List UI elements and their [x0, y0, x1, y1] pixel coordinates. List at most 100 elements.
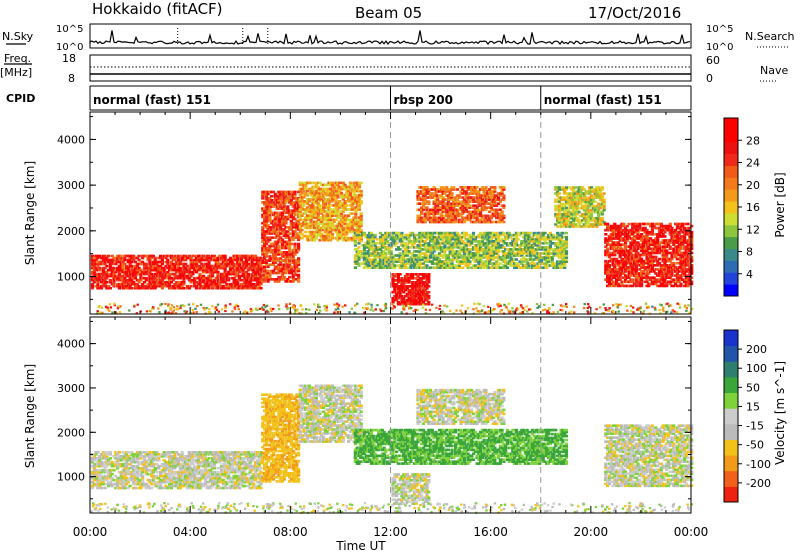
heatmap-cell [297, 274, 300, 277]
heatmap-cell [411, 273, 414, 276]
heatmap-cell [360, 190, 363, 193]
heatmap-cell [224, 255, 227, 258]
heatmap-cell [606, 248, 609, 251]
heatmap-cell [267, 270, 270, 273]
heatmap-cell [594, 201, 597, 204]
heatmap-cell [501, 211, 504, 214]
heatmap-cell [145, 263, 148, 266]
heatmap-cell [227, 277, 230, 280]
heatmap-cell [360, 212, 363, 215]
heatmap-cell [360, 229, 363, 232]
heatmap-cell [606, 223, 609, 226]
heatmap-cell [406, 266, 409, 269]
heatmap-cell [233, 263, 236, 266]
heatmap-cell [359, 240, 362, 243]
heatmap-cell [456, 188, 459, 191]
heatmap-cell [440, 232, 443, 235]
heatmap-cell [301, 229, 304, 232]
nave-label: Nave [760, 64, 788, 77]
heatmap-cell [468, 260, 471, 263]
heatmap-cell [565, 232, 568, 235]
heatmap-cell [529, 232, 532, 235]
heatmap-cell [288, 276, 291, 279]
heatmap-cell [154, 257, 157, 260]
heatmap-cell [345, 204, 348, 207]
heatmap-cell [556, 225, 559, 228]
heatmap-cell [604, 233, 607, 236]
heatmap-cell [270, 195, 273, 198]
cpid-segment-label: normal (fast) 151 [544, 93, 662, 107]
heatmap-cell [360, 200, 363, 203]
heatmap-cell [360, 182, 363, 185]
heatmap-cell [259, 287, 262, 290]
heatmap-cell [293, 191, 296, 194]
beam-title: Beam 05 [355, 4, 422, 22]
nsky-strip: N.Sky 10^5 10^0 10^5 10^0 N.Search [2, 24, 795, 53]
heatmap-cell [98, 267, 101, 270]
heatmap-cell [247, 273, 250, 276]
heatmap-cell [502, 186, 505, 189]
heatmap-cell [179, 267, 182, 270]
freq-unit-label: [MHz] [0, 66, 32, 79]
date-title: 17/Oct/2016 [588, 4, 681, 22]
station-title: Hokkaido (fitACF) [92, 0, 223, 18]
heatmap-cell [384, 252, 387, 255]
heatmap-cell [461, 266, 464, 269]
heatmap-cell [476, 186, 479, 189]
heatmap-cell [499, 262, 502, 265]
heatmap-cell [502, 232, 505, 235]
heatmap-cell [603, 199, 606, 202]
heatmap-cell [393, 264, 396, 267]
heatmap-cell [399, 252, 402, 255]
heatmap-cell [429, 266, 432, 269]
heatmap-cell [395, 242, 398, 245]
freq-strip: Freq. [MHz] 18 8 60 0 Nave [0, 52, 788, 85]
heatmap-cell [354, 266, 357, 269]
heatmap-cell [286, 205, 289, 208]
heatmap-cell [288, 232, 291, 235]
heatmap-cell [492, 221, 495, 224]
heatmap-cell [109, 279, 112, 282]
heatmap-cell [399, 273, 402, 276]
heatmap-cell [357, 262, 360, 265]
heatmap-cell [120, 255, 123, 258]
heatmap-cell [533, 262, 536, 265]
nsky-left-top-tick: 10^5 [56, 24, 83, 35]
nsearch-label: N.Search [745, 30, 795, 43]
cpid-segment-label: rbsp 200 [394, 93, 453, 107]
heatmap-cell [425, 206, 428, 209]
freq-bottom-tick: 8 [68, 72, 75, 85]
heatmap-cell [515, 258, 518, 261]
heatmap-cell [363, 232, 366, 235]
heatmap-cell [565, 186, 568, 189]
heatmap-cell [427, 291, 430, 294]
heatmap-cell [577, 211, 580, 214]
heatmap-cell [433, 254, 436, 257]
heatmap-cell [406, 273, 409, 276]
heatmap-cell [565, 250, 568, 253]
heatmap-cell [558, 192, 561, 195]
heatmap-cell [130, 265, 133, 268]
heatmap-cell [502, 204, 505, 207]
heatmap-cell [517, 238, 520, 241]
heatmap-cell [574, 186, 577, 189]
heatmap-cell [109, 287, 112, 290]
heatmap-cell [427, 273, 430, 276]
heatmap-cell [545, 242, 548, 245]
heatmap-cell [443, 198, 446, 201]
nsky-trace [90, 31, 690, 45]
heatmap-cell [472, 232, 475, 235]
heatmap-cell [465, 232, 468, 235]
heatmap-cell [216, 271, 219, 274]
heatmap-cell [561, 232, 564, 235]
heatmap-cell [297, 257, 300, 260]
heatmap-cell [418, 202, 421, 205]
heatmap-cell [107, 255, 110, 258]
heatmap-cell [130, 287, 133, 290]
freq-top-tick: 18 [62, 52, 76, 65]
heatmap-cell [472, 196, 475, 199]
heatmap-cell [427, 285, 430, 288]
heatmap-cell [290, 243, 293, 246]
heatmap-cell [484, 186, 487, 189]
